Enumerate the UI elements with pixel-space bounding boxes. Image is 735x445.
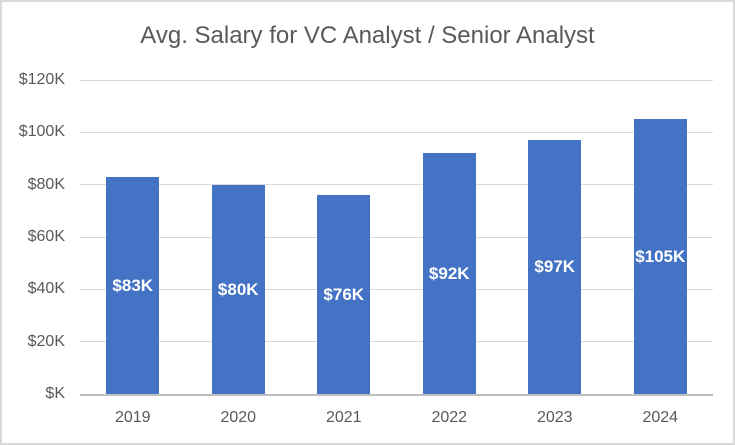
- gridline-120k: [80, 79, 713, 81]
- bar-2020[interactable]: $80K: [211, 185, 265, 394]
- bar-2019[interactable]: $83K: [106, 177, 160, 394]
- x-axis-label-2019: 2019: [114, 409, 151, 426]
- x-axis-label-2024: 2024: [642, 409, 679, 426]
- y-axis-label-0k: $K: [45, 385, 65, 402]
- bar-2023[interactable]: $97K: [528, 140, 582, 394]
- bar-value-label-2020: $80K: [217, 279, 259, 299]
- gridline-20k: [80, 341, 713, 343]
- y-axis-label-120k: $120K: [18, 71, 65, 88]
- y-axis-label-80k: $80K: [27, 175, 65, 193]
- bar-2024[interactable]: $105K: [633, 119, 687, 394]
- x-axis-label-2020: 2020: [220, 409, 257, 426]
- bar-value-label-2019: $83K: [112, 275, 154, 295]
- y-axis-label-100k: $100K: [18, 123, 65, 141]
- bar-2021[interactable]: $76K: [317, 195, 371, 394]
- y-axis-label-20k: $20K: [27, 332, 65, 350]
- x-axis-label-2023: 2023: [536, 409, 573, 426]
- bar-value-label-2022: $92K: [428, 263, 470, 283]
- y-axis-label-40k: $40K: [27, 280, 65, 298]
- bar-2022[interactable]: $92K: [422, 153, 476, 394]
- bar-value-label-2021: $76K: [323, 284, 365, 304]
- x-axis-label-2022: 2022: [431, 409, 468, 426]
- x-axis-label-2021: 2021: [325, 409, 362, 426]
- bar-value-label-2023: $97K: [534, 257, 576, 276]
- chart-title: Avg. Salary for VC Analyst / Senior Anal…: [140, 22, 595, 49]
- gridline-60k: [80, 236, 713, 238]
- gridline-80k: [80, 184, 713, 186]
- bar-value-label-2024: $105K: [635, 246, 686, 266]
- gridline-40k: [80, 288, 713, 290]
- x-axis-line: [80, 394, 713, 396]
- gridline-100k: [80, 131, 713, 133]
- y-axis-label-60k: $60K: [27, 228, 65, 245]
